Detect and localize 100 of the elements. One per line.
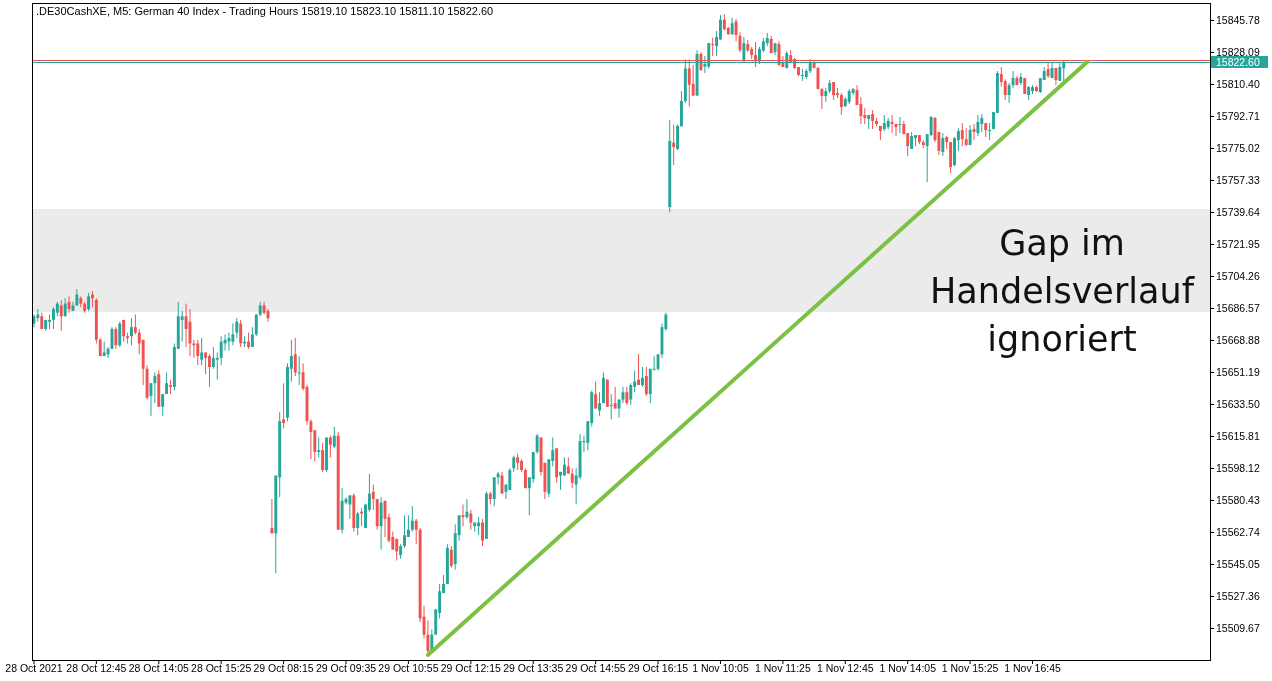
candlestick [321, 442, 325, 473]
candlestick [270, 498, 274, 534]
y-tick-label: 15580.43 [1216, 494, 1260, 507]
y-tick-label: 15509.67 [1216, 622, 1260, 635]
x-tick-label: 29 Oct 08:15 [253, 662, 314, 674]
candlestick [449, 545, 453, 569]
candlestick [469, 509, 473, 531]
band-label: Gap im Handelsverlauf ignoriert [930, 223, 1195, 360]
candlestick [328, 435, 332, 458]
candlestick [625, 386, 629, 406]
candlestick [208, 353, 211, 388]
x-tick-label: 29 Oct 14:55 [565, 662, 626, 674]
candlestick [130, 317, 133, 346]
candlestick [200, 337, 204, 366]
candlestick [988, 122, 992, 141]
x-tick-label: 28 Oct 12:45 [66, 662, 127, 674]
candlestick [598, 391, 602, 417]
candlestick [211, 346, 215, 370]
y-tick-label: 15775.02 [1216, 142, 1260, 155]
x-tick-label: 29 Oct 09:35 [315, 662, 377, 674]
candlestick [204, 351, 208, 375]
chart-title: .DE30CashXE, M5: German 40 Index - Trading Hours 15819.10 15823.10 15811.10 15822.60 [36, 5, 494, 17]
candlestick [676, 124, 680, 151]
candlestick [890, 114, 894, 134]
candlestick [898, 116, 902, 134]
candlestick [637, 353, 641, 386]
candlestick [410, 505, 414, 533]
candlestick [594, 380, 598, 410]
candlestick [1046, 61, 1050, 79]
candlestick [640, 366, 644, 388]
candlestick [976, 114, 980, 137]
candlestick [711, 37, 715, 57]
candlestick [153, 371, 157, 404]
y-tick-label: 15792.71 [1216, 110, 1260, 123]
candlestick [215, 351, 219, 381]
candlestick [960, 122, 964, 147]
candlestick [481, 518, 484, 547]
candlestick [67, 295, 71, 314]
x-tick-label: 28 Oct 15:25 [191, 662, 252, 674]
candlestick [672, 124, 676, 166]
candlestick [114, 326, 118, 350]
candlestick [609, 393, 613, 420]
y-tick-label: 15562.74 [1216, 526, 1260, 539]
x-tick-label: 1 Nov 15:25 [941, 662, 999, 674]
x-tick-label: 29 Oct 13:35 [503, 662, 564, 674]
candlestick [282, 382, 286, 429]
candlestick [492, 476, 496, 507]
y-tick-label: 15668.88 [1216, 334, 1260, 347]
y-tick-label: 15527.36 [1216, 590, 1260, 603]
candlestick [508, 467, 512, 491]
x-tick-label: 1 Nov 12:45 [816, 662, 874, 674]
candlestick [36, 308, 40, 323]
candlestick [219, 335, 223, 366]
candlestick [348, 494, 352, 520]
candlestick [317, 437, 321, 458]
candlestick [403, 514, 406, 549]
candlestick [59, 299, 63, 332]
candlestick [570, 467, 574, 489]
y-tick-label: 15651.19 [1216, 366, 1260, 379]
y-tick-label: 15598.12 [1216, 462, 1260, 475]
candlestick [48, 314, 52, 330]
x-tick-label: 29 Oct 10:55 [378, 662, 439, 674]
candlestick [820, 87, 824, 110]
candlestick [1003, 78, 1007, 101]
candlestick [839, 92, 843, 116]
candlestick [941, 132, 945, 157]
x-tick-label: 1 Nov 16:45 [1004, 662, 1061, 674]
candlestick [106, 346, 110, 359]
candlestick [356, 511, 360, 536]
candlestick [293, 337, 297, 377]
x-tick-label: 28 Oct 14:05 [128, 662, 189, 674]
candlestick [118, 321, 122, 348]
candlestick [254, 314, 258, 337]
y-tick-label: 15757.33 [1216, 174, 1260, 187]
candlestick [629, 382, 633, 406]
x-tick-label: 29 Oct 16:15 [627, 662, 689, 674]
x-tick-label: 1 Nov 10:05 [692, 662, 749, 674]
candlestick [371, 484, 375, 511]
candlestick [691, 64, 695, 97]
x-tick-label: 1 Nov 11:25 [754, 662, 811, 674]
candlestick [297, 355, 301, 386]
candlestick [51, 306, 55, 330]
candlestick [196, 339, 200, 366]
candlestick [161, 393, 165, 417]
y-tick-label: 15704.26 [1216, 270, 1260, 283]
x-tick-label: 1 Nov 14:05 [879, 662, 937, 674]
candlestick [332, 426, 336, 449]
y-tick-label: 15633.50 [1216, 398, 1260, 411]
candlestick [613, 386, 617, 410]
candlestick [644, 366, 648, 397]
y-tick-label: 15686.57 [1216, 302, 1260, 315]
candlestick [379, 496, 383, 551]
y-tick-label: 15845.78 [1216, 14, 1260, 27]
y-tick-label: 15739.64 [1216, 206, 1260, 219]
y-tick-label: 15721.95 [1216, 238, 1260, 251]
x-tick-label: 28 Oct 2021 [5, 662, 63, 674]
y-tick-label: 15810.40 [1216, 78, 1260, 91]
x-tick-label: 29 Oct 12:15 [440, 662, 502, 674]
y-tick-label: 15545.05 [1216, 558, 1260, 571]
candlestick [133, 314, 137, 335]
